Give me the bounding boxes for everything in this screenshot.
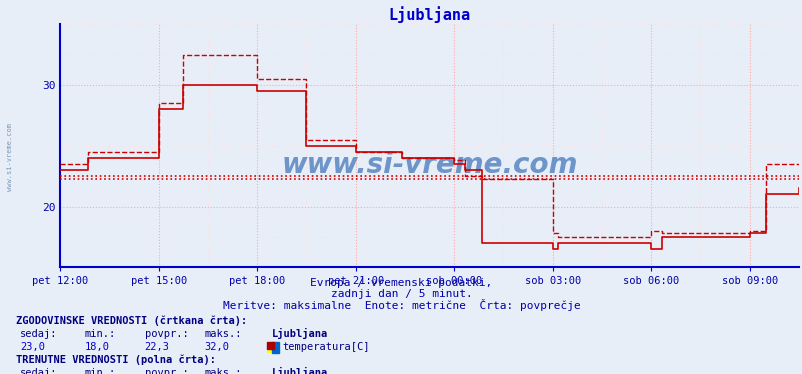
Bar [266, 342, 273, 349]
Text: Ljubljana: Ljubljana [271, 328, 327, 338]
Text: www.si-vreme.com: www.si-vreme.com [281, 151, 577, 179]
Text: 18,0: 18,0 [84, 342, 109, 352]
Text: 32,0: 32,0 [205, 342, 229, 352]
Text: 22,3: 22,3 [144, 342, 169, 352]
Text: ZGODOVINSKE VREDNOSTI (črtkana črta):: ZGODOVINSKE VREDNOSTI (črtkana črta): [16, 315, 247, 325]
Text: TRENUTNE VREDNOSTI (polna črta):: TRENUTNE VREDNOSTI (polna črta): [16, 354, 216, 365]
Text: min.:: min.: [84, 329, 115, 338]
Text: povpr.:: povpr.: [144, 368, 188, 374]
Text: temperatura[C]: temperatura[C] [282, 342, 370, 352]
Text: povpr.:: povpr.: [144, 329, 188, 338]
Text: Meritve: maksimalne  Enote: metrične  Črta: povprečje: Meritve: maksimalne Enote: metrične Črta… [222, 298, 580, 310]
Text: maks.:: maks.: [205, 368, 242, 374]
Text: maks.:: maks.: [205, 329, 242, 338]
Title: Ljubljana: Ljubljana [388, 6, 470, 23]
Text: sedaj:: sedaj: [20, 329, 58, 338]
Bar [272, 342, 279, 353]
Text: zadnji dan / 5 minut.: zadnji dan / 5 minut. [330, 289, 472, 299]
Text: sedaj:: sedaj: [20, 368, 58, 374]
Text: Evropa / vremenski podatki,: Evropa / vremenski podatki, [310, 278, 492, 288]
Text: 23,0: 23,0 [20, 342, 45, 352]
Text: Ljubljana: Ljubljana [271, 367, 327, 374]
Text: min.:: min.: [84, 368, 115, 374]
Text: www.si-vreme.com: www.si-vreme.com [6, 123, 13, 191]
